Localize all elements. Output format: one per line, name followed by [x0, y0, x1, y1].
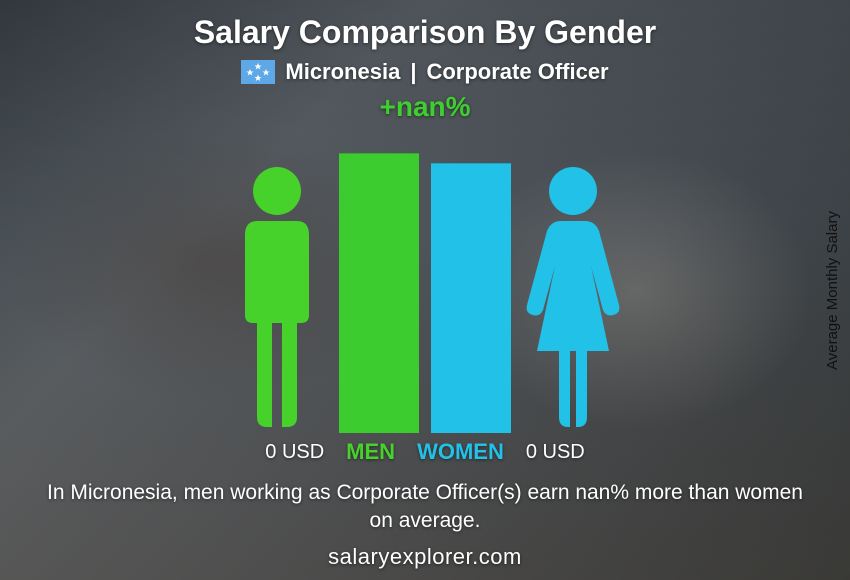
men-label: MEN — [346, 439, 395, 465]
woman-icon — [523, 163, 623, 433]
site-credit: salaryexplorer.com — [0, 544, 850, 570]
chart-area — [115, 123, 735, 433]
man-icon — [227, 163, 327, 433]
description-text: In Micronesia, men working as Corporate … — [35, 479, 815, 536]
bar-women — [431, 163, 511, 433]
page-title: Salary Comparison By Gender — [0, 0, 850, 51]
subtitle-separator: | — [410, 59, 416, 85]
flag-icon — [241, 60, 275, 84]
delta-label: +nan% — [0, 91, 850, 123]
subtitle-country: Micronesia — [285, 59, 400, 85]
subtitle-role: Corporate Officer — [426, 59, 608, 85]
women-label: WOMEN — [417, 439, 504, 465]
women-value: 0 USD — [526, 441, 585, 464]
side-axis-label: Average Monthly Salary — [824, 211, 841, 370]
infographic-container: Salary Comparison By Gender Micronesia |… — [0, 0, 850, 580]
side-axis-wrap: Average Monthly Salary — [818, 0, 846, 580]
labels-row: 0 USD MEN WOMEN 0 USD — [105, 439, 745, 465]
men-value: 0 USD — [265, 441, 324, 464]
bar-men — [339, 153, 419, 433]
subtitle-row: Micronesia | Corporate Officer — [0, 59, 850, 85]
